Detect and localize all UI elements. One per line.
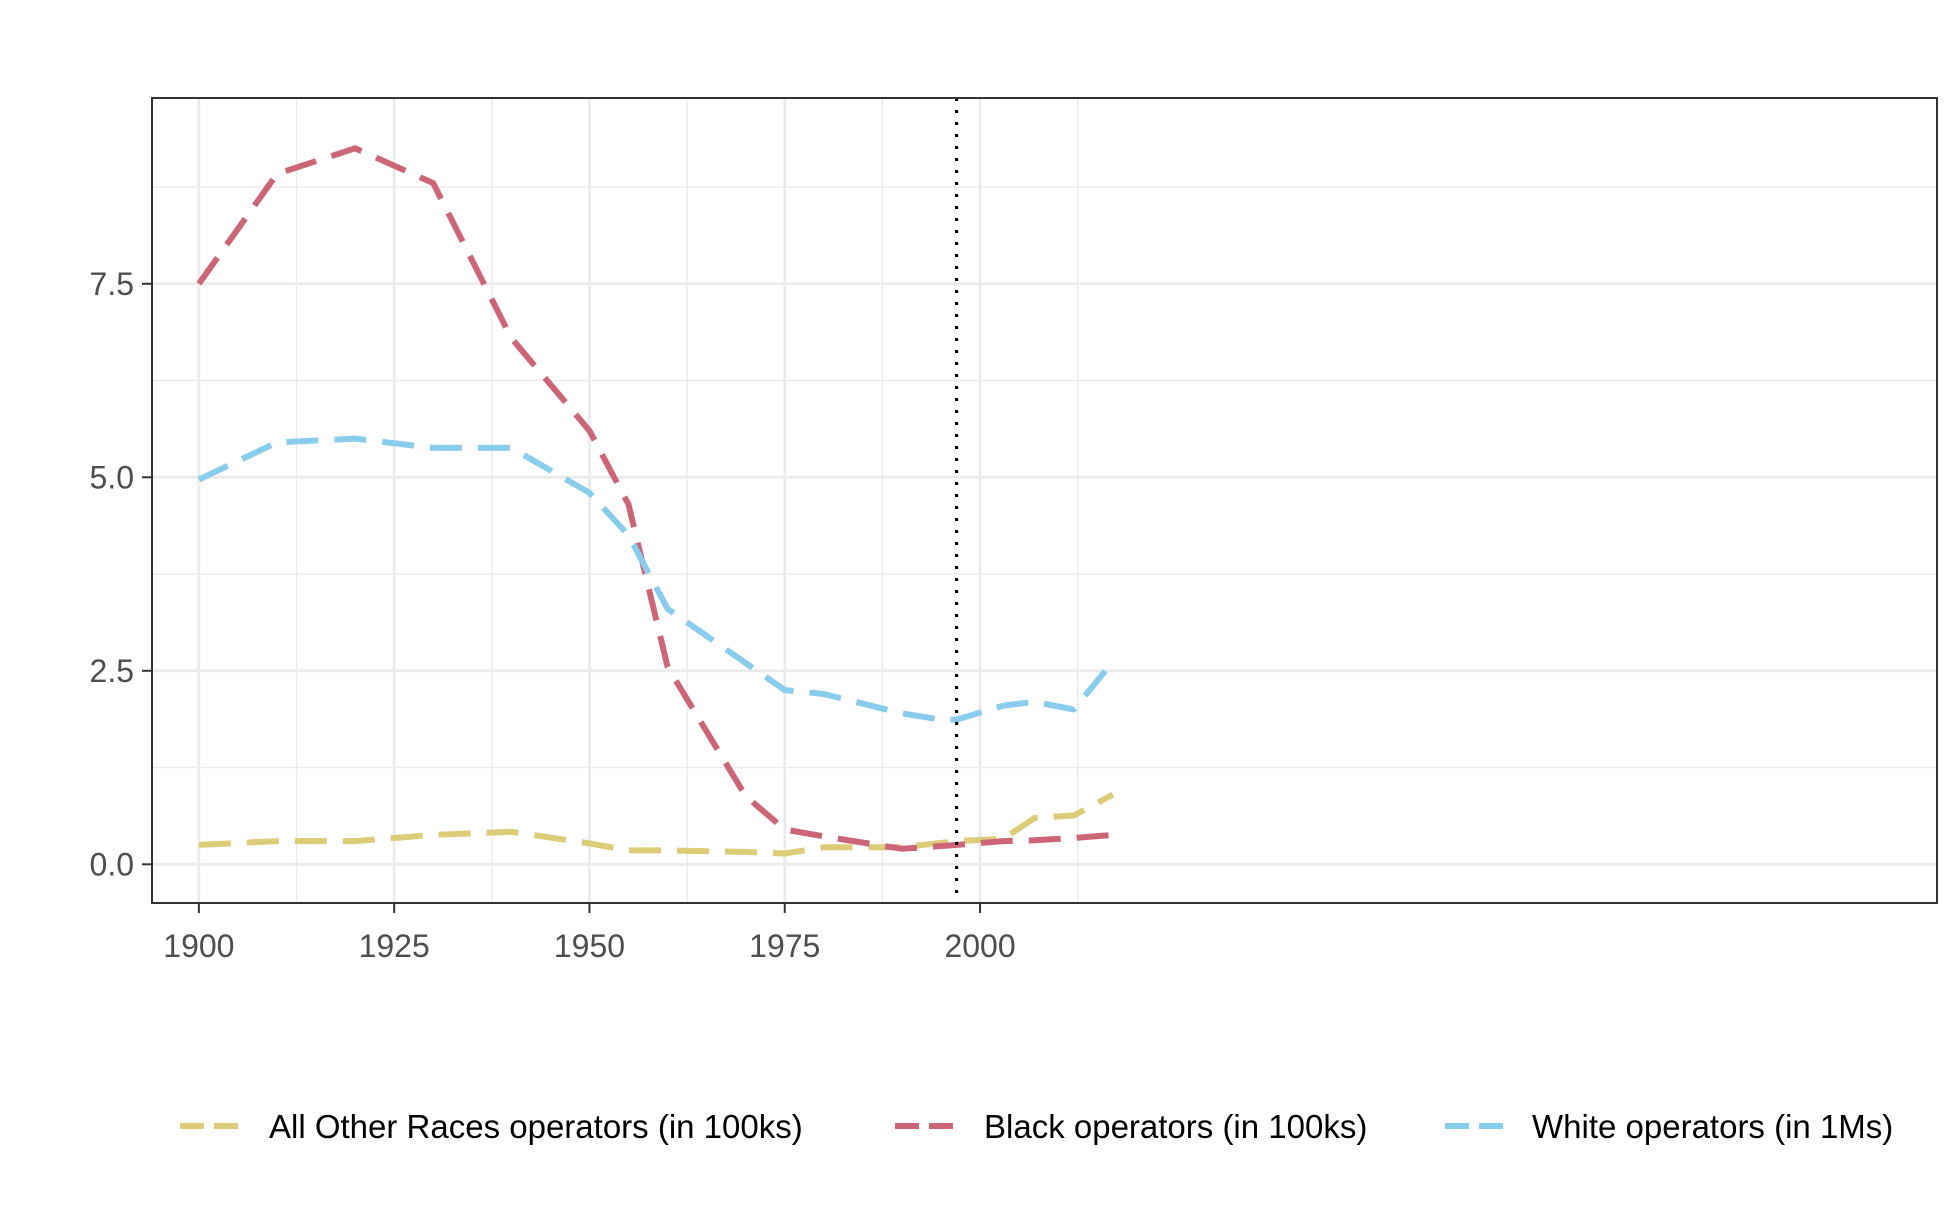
y-axis-tick-label: 5.0 [90, 459, 134, 495]
axis-tick-labels: 1900 1925 1950 1975 2000 0.0 2.5 5.0 7.5 [90, 266, 1016, 964]
axis-ticks [142, 282, 982, 913]
legend: All Other Races operators (in 100ks) Blac… [180, 1108, 1893, 1145]
legend-label: White operators (in 1Ms) [1532, 1108, 1893, 1145]
series-lines [196, 145, 1116, 857]
x-axis-tick-label: 1950 [554, 928, 625, 964]
legend-label: Black operators (in 100ks) [984, 1108, 1367, 1145]
major-grid [152, 98, 1937, 903]
legend-label: All Other Races operators (in 100ks) [269, 1108, 803, 1145]
x-axis-tick-label: 1900 [163, 928, 234, 964]
x-axis-tick-label: 1975 [749, 928, 820, 964]
plot-panel-background [152, 98, 1937, 903]
plot-panel-border [151, 97, 1938, 904]
series-line [197, 435, 1116, 723]
y-axis-tick-label: 0.0 [90, 846, 134, 882]
x-axis-tick-label: 2000 [944, 928, 1015, 964]
y-axis-tick-label: 2.5 [90, 653, 134, 689]
series-line [198, 791, 1115, 857]
minor-grid [152, 98, 1937, 903]
x-axis-tick-label: 1925 [359, 928, 430, 964]
y-axis-tick-label: 7.5 [90, 266, 134, 302]
